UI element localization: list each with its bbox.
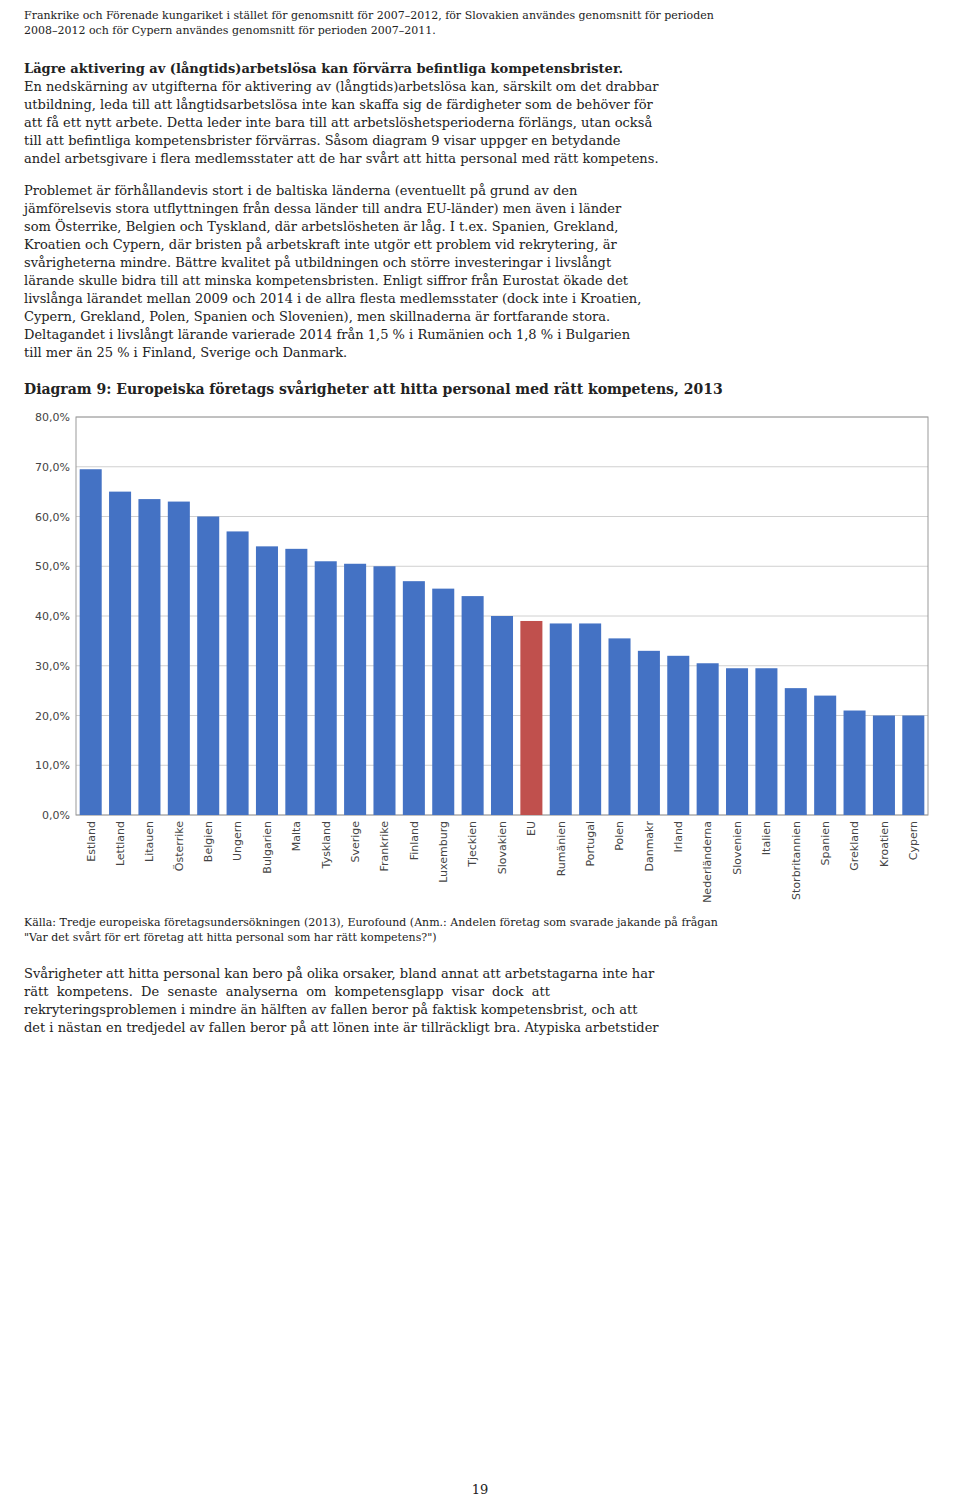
bar <box>726 668 748 815</box>
bar <box>520 621 542 815</box>
x-tick-label: Belgien <box>202 821 215 862</box>
x-tick-label: Estland <box>85 821 98 862</box>
x-tick-label: Portugal <box>584 821 597 867</box>
bar <box>227 531 249 815</box>
x-tick-label: Malta <box>290 821 303 851</box>
bars <box>80 469 925 815</box>
bar <box>755 668 777 815</box>
x-tick-label: Irland <box>672 821 685 853</box>
body-text: Svårigheter att hitta personal kan bero … <box>24 965 936 1037</box>
body-text: Problemet är förhållandevis stort i de b… <box>24 182 936 362</box>
x-tick-label: Litauen <box>143 821 156 862</box>
page-number: 19 <box>0 1482 960 1497</box>
x-tick-label: Finland <box>408 821 421 860</box>
bar <box>80 469 102 815</box>
bar <box>462 596 484 815</box>
x-tick-label: Cypern <box>907 821 920 860</box>
bar-chart: 0,0% 10,0% 20,0% 30,0% 40,0% 50,0% 60,0% 70,0% 8… <box>24 407 936 907</box>
bar <box>902 716 924 816</box>
body-text: En nedskärning av utgifterna för aktiver… <box>24 78 936 168</box>
bar <box>785 688 807 815</box>
bar <box>256 546 278 815</box>
bar <box>403 581 425 815</box>
bar <box>667 656 689 815</box>
x-tick-label: Slovenien <box>731 821 744 875</box>
x-tick-label: Storbritannien <box>790 821 803 900</box>
grid-line <box>76 466 928 467</box>
heading: Lägre aktivering av (långtids)arbetslösa… <box>24 60 936 78</box>
y-tick-label: 60,0% <box>35 511 70 524</box>
bar <box>550 623 572 815</box>
bar <box>609 638 631 815</box>
x-tick-label: Kroatien <box>878 821 891 867</box>
bar <box>432 589 454 815</box>
bar <box>638 651 660 815</box>
y-tick-label: 50,0% <box>35 560 70 573</box>
x-tick-label: Grekland <box>848 821 861 871</box>
bar <box>197 517 219 816</box>
y-tick-label: 20,0% <box>35 710 70 723</box>
x-tick-label: Rumänien <box>555 821 568 876</box>
x-tick-label: Slovakien <box>496 821 509 874</box>
plot-frame <box>76 417 928 815</box>
y-tick-label: 40,0% <box>35 610 70 623</box>
bar <box>344 564 366 815</box>
bar <box>373 566 395 815</box>
x-tick-label: Tyskland <box>320 821 333 869</box>
bar <box>697 663 719 815</box>
bar <box>579 623 601 815</box>
x-tick-label: Polen <box>613 821 626 851</box>
grid <box>76 417 928 815</box>
intro-note: Frankrike och Förenade kungariket i stäl… <box>24 8 936 38</box>
bar <box>109 492 131 815</box>
x-tick-label: Tjeckien <box>466 821 479 868</box>
bar <box>873 716 895 816</box>
bar <box>814 696 836 815</box>
x-tick-label: Danmakr <box>643 821 656 872</box>
chart-title: Diagram 9: Europeiska företags svårighet… <box>24 380 936 399</box>
x-tick-label: Sverige <box>349 821 362 863</box>
y-tick-label: 10,0% <box>35 759 70 772</box>
x-tick-label: Italien <box>760 821 773 855</box>
bar <box>285 549 307 815</box>
x-tick-label: Luxemburg <box>437 821 450 883</box>
page: Frankrike och Förenade kungariket i stäl… <box>24 8 936 1051</box>
x-tick-label: Spanien <box>819 821 832 866</box>
y-tick-label: 30,0% <box>35 660 70 673</box>
bar <box>168 502 190 815</box>
bar <box>491 616 513 815</box>
bar <box>138 499 160 815</box>
x-tick-label: Bulgarien <box>261 821 274 874</box>
bar <box>315 561 337 815</box>
y-tick-label: 70,0% <box>35 461 70 474</box>
x-tick-label: Nederländerna <box>702 821 715 903</box>
caption: Källa: Tredje europeiska företagsundersö… <box>24 915 936 945</box>
x-tick-label: Ungern <box>231 821 244 861</box>
x-tick-label: EU <box>525 821 538 836</box>
bar <box>844 711 866 815</box>
x-tick-label: Österrike <box>173 821 186 871</box>
y-tick-label: 0,0% <box>42 809 70 822</box>
x-tick-label: Lettland <box>114 821 127 866</box>
x-tick-label: Frankrike <box>378 821 391 872</box>
y-tick-label: 80,0% <box>35 411 70 424</box>
